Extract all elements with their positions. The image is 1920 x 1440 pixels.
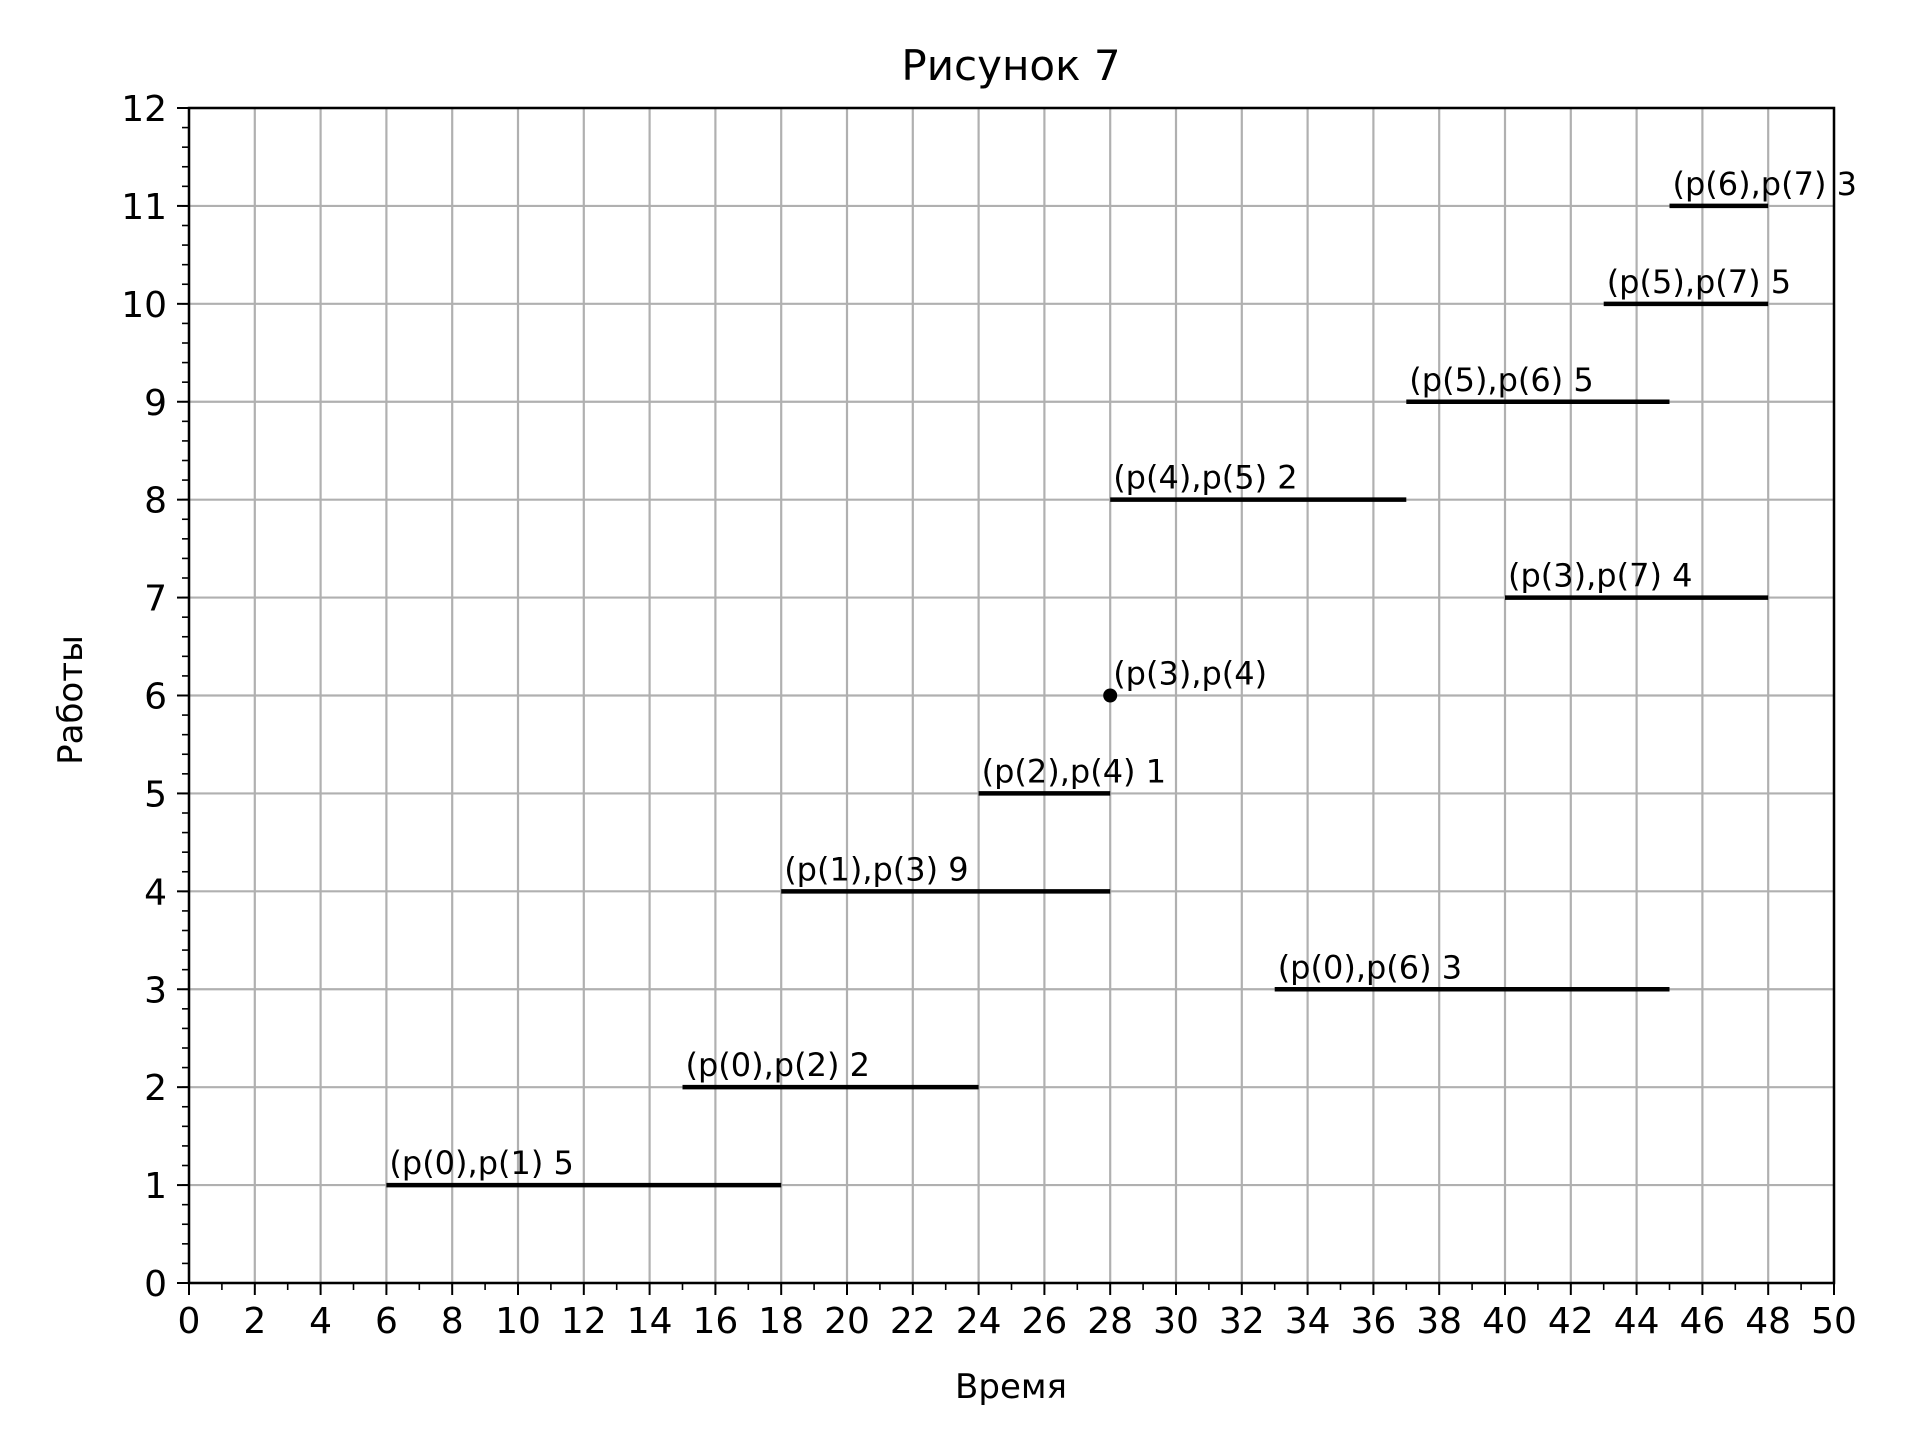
x-tick-label: 32 (1219, 1301, 1265, 1342)
task-point (1103, 688, 1118, 703)
task-label: (p(4),p(5) 2 (1113, 459, 1297, 497)
x-tick-label: 42 (1548, 1301, 1594, 1342)
task-label: (p(0),p(1) 5 (389, 1144, 573, 1182)
task-label: (p(3),p(4) (1113, 655, 1267, 693)
x-tick-label: 14 (627, 1301, 673, 1342)
x-tick-label: 38 (1416, 1301, 1462, 1342)
task-label: (p(2),p(4) 1 (982, 752, 1166, 790)
x-tick-label: 46 (1679, 1301, 1725, 1342)
y-tick-label: 9 (144, 383, 167, 424)
x-tick-label: 40 (1482, 1301, 1528, 1342)
task-segments: (p(0),p(1) 5 (p(0),p(2) 2 (p(0),p(6) 3 (p(1… (386, 165, 1857, 1188)
task-label: (p(5),p(7) 5 (1607, 263, 1791, 301)
axis-ticks: 0 2 4 6 8 10 12 14 16 18 20 22 24 26 28 30 32 34 36 38 40 42 4… (121, 89, 1857, 1342)
y-tick-label: 12 (121, 89, 167, 130)
plot-frame (187, 106, 1836, 1285)
y-tick-label: 1 (144, 1166, 167, 1207)
y-axis-label: Работы (51, 635, 91, 765)
y-tick-label: 6 (144, 677, 167, 718)
x-tick-label: 6 (375, 1301, 398, 1342)
y-tick-label: 4 (144, 872, 167, 913)
task-label: (p(5),p(6) 5 (1409, 361, 1593, 399)
y-tick-label: 11 (121, 187, 167, 228)
y-tick-label: 0 (144, 1264, 167, 1305)
x-tick-label: 24 (956, 1301, 1002, 1342)
x-tick-label: 26 (1021, 1301, 1067, 1342)
x-tick-label: 4 (309, 1301, 332, 1342)
task-label: (p(1),p(3) 9 (784, 850, 968, 888)
x-tick-label: 2 (243, 1301, 266, 1342)
x-tick-label: 36 (1350, 1301, 1396, 1342)
x-tick-label: 16 (692, 1301, 738, 1342)
task-label: (p(6),p(7) 3 (1673, 165, 1857, 203)
x-tick-label: 12 (561, 1301, 607, 1342)
x-tick-label: 10 (495, 1301, 541, 1342)
x-axis-label: Время (955, 1367, 1067, 1407)
x-tick-label: 18 (758, 1301, 804, 1342)
grid (187, 106, 1836, 1285)
chart-title: Рисунок 7 (901, 41, 1120, 90)
y-tick-label: 2 (144, 1068, 167, 1109)
x-tick-label: 22 (890, 1301, 936, 1342)
task-label: (p(3),p(7) 4 (1508, 557, 1692, 595)
x-tick-label: 48 (1745, 1301, 1791, 1342)
y-tick-label: 10 (121, 285, 167, 326)
x-tick-label: 28 (1087, 1301, 1133, 1342)
y-tick-label: 7 (144, 579, 167, 620)
y-tick-label: 5 (144, 774, 167, 815)
x-tick-label: 50 (1811, 1301, 1857, 1342)
y-tick-label: 8 (144, 481, 167, 522)
y-tick-label: 3 (144, 970, 167, 1011)
x-tick-label: 44 (1614, 1301, 1660, 1342)
task-label: (p(0),p(6) 3 (1278, 948, 1462, 986)
task-label: (p(0),p(2) 2 (686, 1046, 870, 1084)
x-tick-label: 34 (1285, 1301, 1331, 1342)
x-tick-label: 20 (824, 1301, 870, 1342)
x-tick-label: 8 (441, 1301, 464, 1342)
x-tick-label: 30 (1153, 1301, 1199, 1342)
x-tick-label: 0 (178, 1301, 201, 1342)
